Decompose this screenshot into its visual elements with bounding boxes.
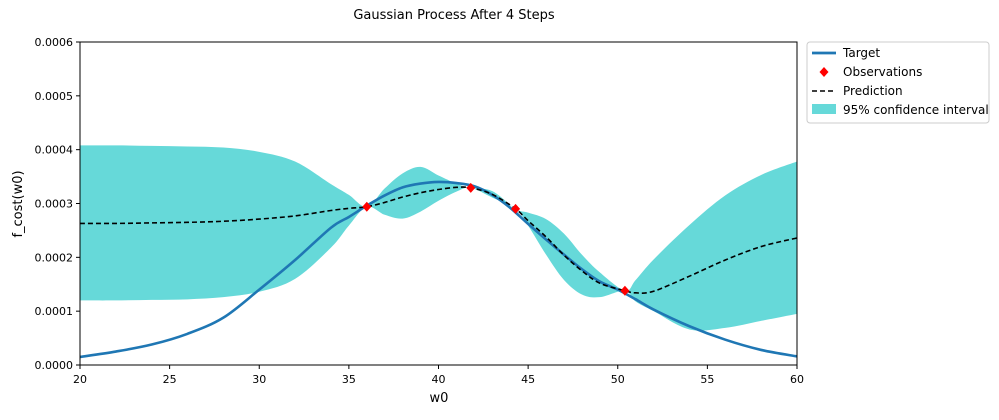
y-tick-label: 0.0006 xyxy=(35,36,74,49)
x-tick-label: 60 xyxy=(790,373,804,386)
legend-swatch-confidence xyxy=(812,104,836,114)
x-tick-label: 45 xyxy=(521,373,535,386)
observation-point xyxy=(362,201,372,212)
plot-series xyxy=(80,145,797,359)
legend-label-confidence: 95% confidence interval xyxy=(843,103,989,117)
y-axis-label: f_cost(w0) xyxy=(11,170,26,237)
x-tick-label: 20 xyxy=(73,373,87,386)
legend-label-target: Target xyxy=(842,46,880,60)
y-tick-label: 0.0003 xyxy=(35,198,74,211)
legend-swatch-observations xyxy=(819,67,829,77)
y-tick-label: 0.0005 xyxy=(35,90,74,103)
x-tick-label: 35 xyxy=(342,373,356,386)
y-tick-label: 0.0001 xyxy=(35,305,74,318)
legend-label-observations: Observations xyxy=(843,65,922,79)
x-axis-label: w0 xyxy=(430,391,449,406)
confidence-band xyxy=(80,145,797,331)
axes: 20 25 30 35 40 45 50 55 60 0.0000 0.0001 0.0002 0.00… xyxy=(35,36,805,386)
x-tick-label: 30 xyxy=(252,373,266,386)
x-tick-label: 40 xyxy=(432,373,446,386)
legend: Target Observations Prediction 95% confi… xyxy=(806,41,990,124)
x-tick-label: 50 xyxy=(611,373,625,386)
plot-area xyxy=(80,145,797,359)
legend-label-prediction: Prediction xyxy=(843,84,903,98)
observation-point xyxy=(466,182,476,193)
y-tick-label: 0.0002 xyxy=(35,251,74,264)
prediction-line xyxy=(80,186,797,294)
y-tick-label: 0.0004 xyxy=(35,144,74,157)
observation-point xyxy=(620,285,630,296)
y-tick-label: 0.0000 xyxy=(35,359,74,372)
chart-title: Gaussian Process After 4 Steps xyxy=(353,8,555,23)
observation-point xyxy=(511,203,521,214)
x-tick-label: 25 xyxy=(163,373,177,386)
x-tick-label: 55 xyxy=(700,373,714,386)
legend-frame xyxy=(806,41,990,124)
target-line xyxy=(80,180,797,359)
